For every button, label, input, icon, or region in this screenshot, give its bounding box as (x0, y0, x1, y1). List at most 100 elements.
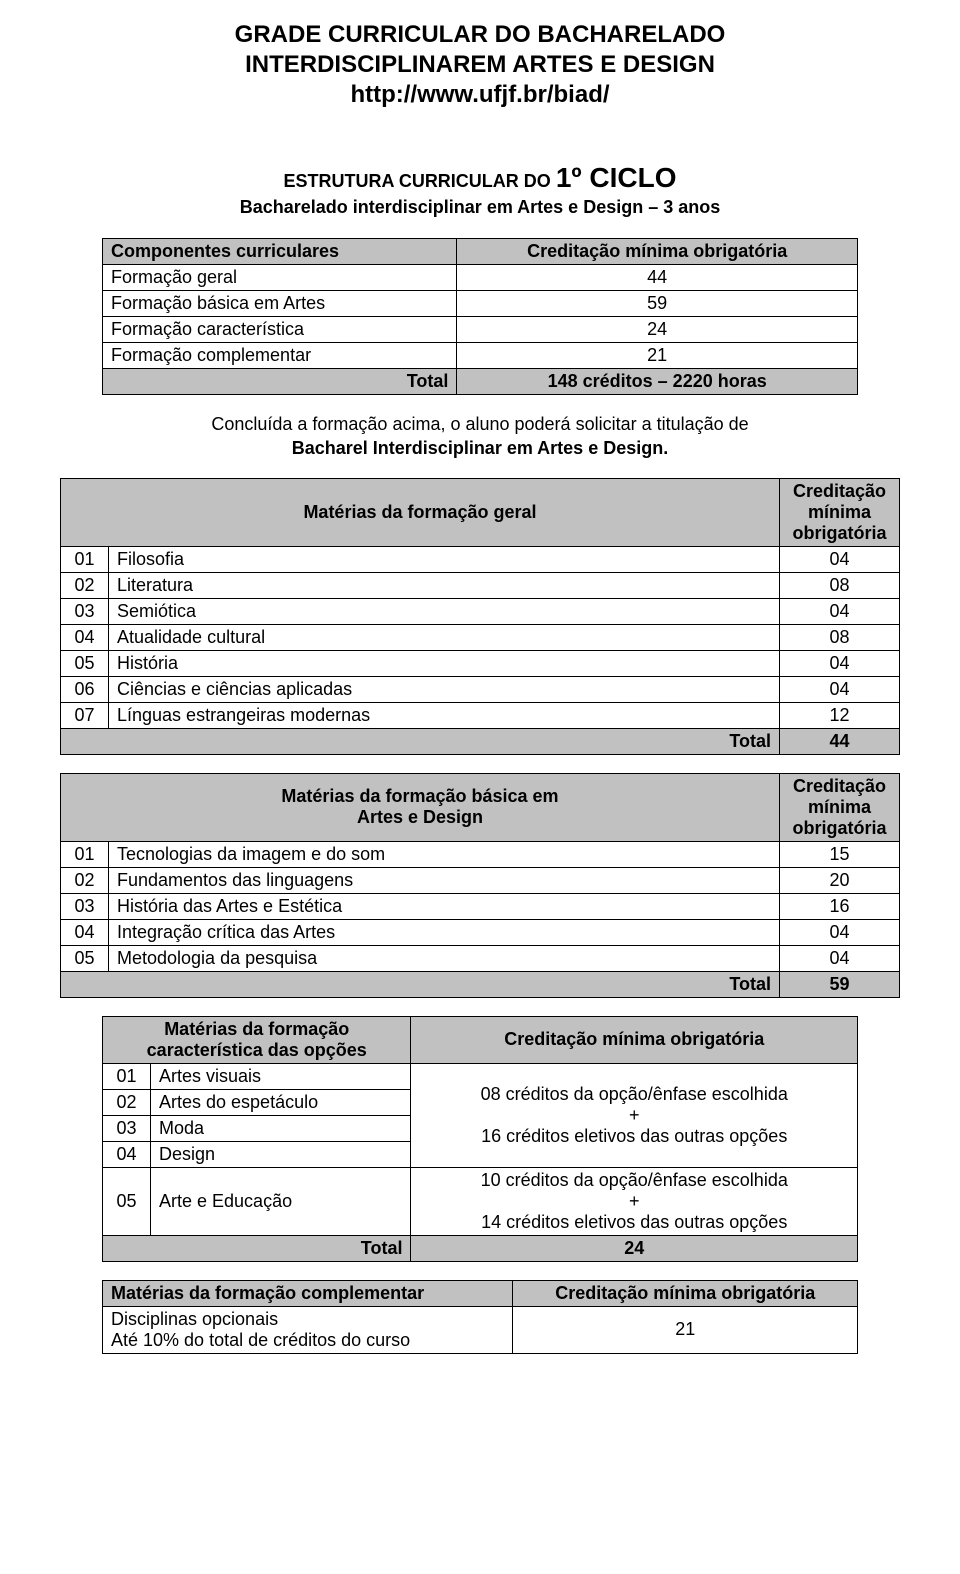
row-value: 12 (780, 702, 900, 728)
row-num: 03 (61, 598, 109, 624)
row-value: 59 (457, 291, 858, 317)
row-num: 01 (61, 546, 109, 572)
table-row: 05Metodologia da pesquisa04 (61, 945, 900, 971)
row-value: 16 (780, 893, 900, 919)
row-value: 04 (780, 650, 900, 676)
note-line1: Concluída a formação acima, o aluno pode… (211, 414, 748, 434)
componentes-header-left: Componentes curriculares (103, 239, 457, 265)
componentes-table: Componentes curriculares Creditação míni… (102, 238, 858, 395)
table-row: 05História04 (61, 650, 900, 676)
total-label: Total (103, 369, 457, 395)
row-label: Formação complementar (103, 343, 457, 369)
row-value: 08 (780, 572, 900, 598)
note-line2: Bacharel Interdisciplinar em Artes e Des… (292, 438, 668, 458)
table-row: Formação geral 44 (103, 265, 858, 291)
cycle-subtitle: ESTRUTURA CURRICULAR DO 1º CICLO Bachare… (60, 160, 900, 220)
table-row: 05 Arte e Educação 10 créditos da opção/… (103, 1167, 858, 1235)
geral-header-left: Matérias da formação geral (61, 478, 780, 546)
total-row: Total 59 (61, 971, 900, 997)
row-label: Integração crítica das Artes (109, 919, 780, 945)
table-row: Formação característica 24 (103, 317, 858, 343)
group1-value: 08 créditos da opção/ênfase escolhida + … (411, 1063, 858, 1167)
row-label: Filosofia (109, 546, 780, 572)
g2-l1: 10 créditos da opção/ênfase escolhida (481, 1170, 788, 1190)
basica-header-left: Matérias da formação básica em Artes e D… (61, 773, 780, 841)
row-value: 21 (457, 343, 858, 369)
table-row: 01 Artes visuais 08 créditos da opção/ên… (103, 1063, 858, 1089)
conclusion-note: Concluída a formação acima, o aluno pode… (60, 413, 900, 460)
row-num: 03 (103, 1115, 151, 1141)
row-value: 04 (780, 598, 900, 624)
subtitle-cycle: 1º CICLO (556, 162, 677, 193)
row-label: Arte e Educação (151, 1167, 411, 1235)
row-label: Semiótica (109, 598, 780, 624)
row-value: 04 (780, 919, 900, 945)
componentes-header-right: Creditação mínima obrigatória (457, 239, 858, 265)
row-label: Artes visuais (151, 1063, 411, 1089)
table-row: Formação complementar 21 (103, 343, 858, 369)
row-label: História (109, 650, 780, 676)
row-label: Línguas estrangeiras modernas (109, 702, 780, 728)
total-value: 148 créditos – 2220 horas (457, 369, 858, 395)
total-value: 59 (780, 971, 900, 997)
basica-header-l1: Matérias da formação básica em (281, 786, 558, 806)
row-num: 02 (61, 572, 109, 598)
row-label: Ciências e ciências aplicadas (109, 676, 780, 702)
row-num: 01 (103, 1063, 151, 1089)
row-num: 05 (61, 945, 109, 971)
row-value: 24 (457, 317, 858, 343)
table-row: 07Línguas estrangeiras modernas12 (61, 702, 900, 728)
row-num: 04 (61, 919, 109, 945)
complementar-table: Matérias da formação complementar Credit… (102, 1280, 858, 1354)
table-row: Disciplinas opcionais Até 10% do total d… (103, 1306, 858, 1353)
row-label: Fundamentos das linguagens (109, 867, 780, 893)
row-num: 06 (61, 676, 109, 702)
total-value: 24 (411, 1235, 858, 1261)
carac-header-l1: Matérias da formação (164, 1019, 349, 1039)
subtitle-line2: Bacharelado interdisciplinar em Artes e … (240, 197, 721, 217)
total-label: Total (61, 971, 780, 997)
row-value: 15 (780, 841, 900, 867)
total-label: Total (61, 728, 780, 754)
group2-value: 10 créditos da opção/ênfase escolhida + … (411, 1167, 858, 1235)
row-num: 03 (61, 893, 109, 919)
row-num: 01 (61, 841, 109, 867)
total-label: Total (103, 1235, 411, 1261)
g1-l2: + (629, 1105, 640, 1125)
table-row: Formação básica em Artes 59 (103, 291, 858, 317)
comp-header-right: Creditação mínima obrigatória (513, 1280, 858, 1306)
row-label: Atualidade cultural (109, 624, 780, 650)
table-row: 03Semiótica04 (61, 598, 900, 624)
comp-row-value: 21 (513, 1306, 858, 1353)
row-label: Formação geral (103, 265, 457, 291)
carac-header-l2: característica das opções (147, 1040, 367, 1060)
document-title: GRADE CURRICULAR DO BACHARELADO INTERDIS… (60, 20, 900, 110)
title-line3: http://www.ufjf.br/biad/ (350, 81, 609, 108)
row-label: História das Artes e Estética (109, 893, 780, 919)
basica-header-right: Creditação mínima obrigatória (780, 773, 900, 841)
carac-header-right: Creditação mínima obrigatória (411, 1016, 858, 1063)
total-value: 44 (780, 728, 900, 754)
table-row: 06Ciências e ciências aplicadas04 (61, 676, 900, 702)
row-label: Formação característica (103, 317, 457, 343)
g2-l3: 14 créditos eletivos das outras opções (481, 1212, 787, 1232)
geral-header-right: Creditação mínima obrigatória (780, 478, 900, 546)
total-row: Total 24 (103, 1235, 858, 1261)
row-value: 04 (780, 945, 900, 971)
total-row: Total 44 (61, 728, 900, 754)
title-line1: GRADE CURRICULAR DO BACHARELADO (235, 21, 726, 48)
row-value: 44 (457, 265, 858, 291)
table-row: 02Literatura08 (61, 572, 900, 598)
table-row: 02Fundamentos das linguagens20 (61, 867, 900, 893)
row-num: 04 (103, 1141, 151, 1167)
subtitle-prefix: ESTRUTURA CURRICULAR DO (283, 171, 555, 191)
row-num: 05 (103, 1167, 151, 1235)
row-value: 20 (780, 867, 900, 893)
basica-header-l2: Artes e Design (357, 807, 483, 827)
row-label: Artes do espetáculo (151, 1089, 411, 1115)
geral-table: Matérias da formação geral Creditação mí… (60, 478, 900, 755)
comp-row-text: Disciplinas opcionais Até 10% do total d… (103, 1306, 513, 1353)
g2-l2: + (629, 1191, 640, 1211)
row-num: 02 (103, 1089, 151, 1115)
table-row: 01Filosofia04 (61, 546, 900, 572)
